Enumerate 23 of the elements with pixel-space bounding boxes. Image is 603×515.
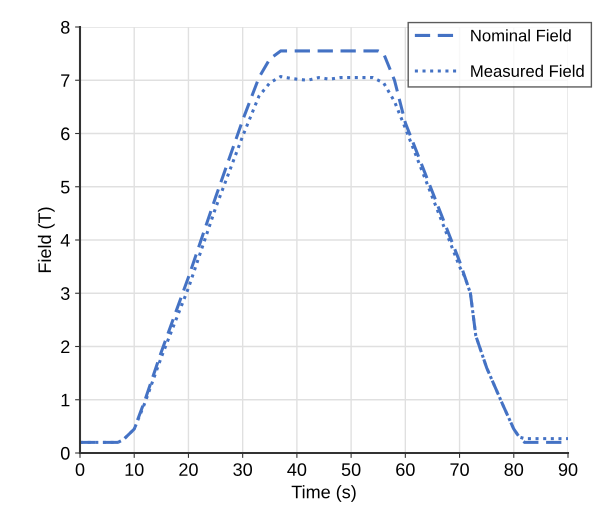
x-tick-label: 0 [76,463,84,476]
x-tick-label: 50 [342,463,360,476]
x-tick-label: 70 [450,463,469,476]
x-tick-label: 40 [287,463,306,476]
y-tick-label: 7 [61,74,70,87]
x-tick-label: 10 [126,463,144,476]
y-tick-label: 4 [60,234,70,247]
x-axis-title: Time (s) [292,485,356,502]
y-tick-label: 5 [60,180,70,194]
y-tick-label: 8 [61,20,70,34]
y-tick-label: 2 [61,340,70,354]
y-tick-label: 6 [61,127,70,140]
x-tick-label: 60 [396,463,415,476]
legend-label: Measured Field [471,64,584,77]
legend-label: Nominal Field [471,29,571,42]
y-tick-label: 3 [60,287,70,300]
y-tick-label: 1 [62,394,70,406]
y-tick-label: 0 [60,446,70,460]
x-tick-label: 20 [179,463,198,476]
x-tick-label: 80 [504,463,524,476]
y-axis-title: Field (T) [38,208,55,272]
x-tick-label: 30 [233,463,252,476]
x-tick-label: 90 [558,463,578,476]
